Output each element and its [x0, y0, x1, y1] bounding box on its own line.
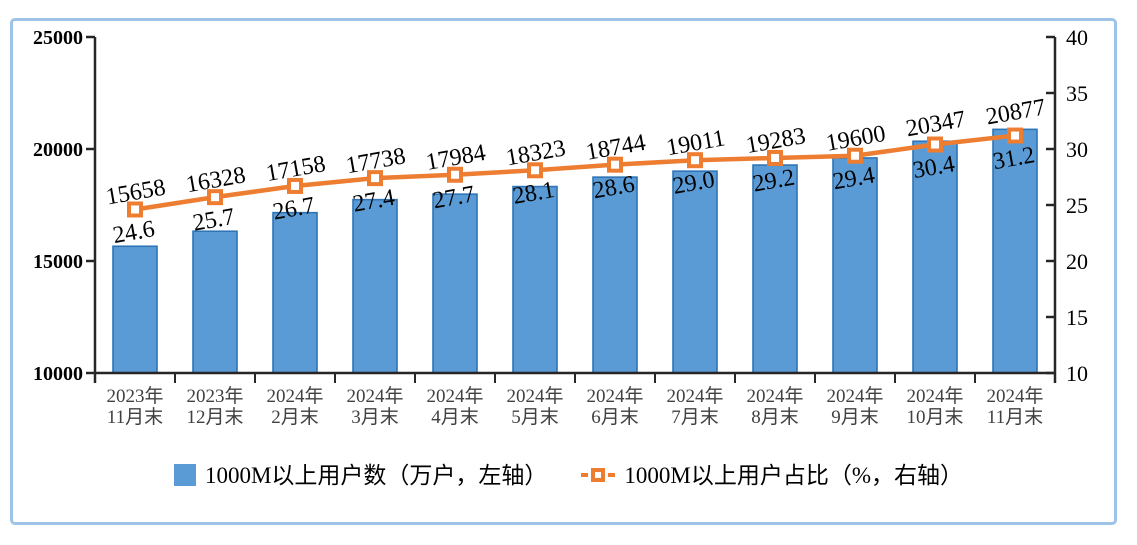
x-axis-category-label: 2024年 9月末	[826, 385, 883, 428]
bar	[672, 170, 718, 374]
bar-value-label: 18744	[584, 130, 648, 166]
x-axis-category-label: 2024年 2月末	[266, 385, 323, 428]
right-axis-tick-label: 30	[1066, 137, 1088, 162]
right-axis-tick-label: 10	[1066, 361, 1088, 386]
bar-series-legend-label: 1000M以上用户数（万户，左轴）	[204, 462, 548, 488]
right-axis-tick-label: 20	[1066, 249, 1088, 274]
legend-item-bar-series: 1000M以上用户数（万户，左轴）	[173, 462, 548, 488]
right-axis-tick-label: 40	[1066, 25, 1088, 50]
x-axis-category-label: 2024年 7月末	[666, 385, 723, 428]
bar	[912, 140, 958, 374]
x-axis-category-label: 2023年 11月末	[106, 385, 163, 428]
x-axis-category-label: 2023年 12月末	[186, 385, 243, 428]
right-axis-tick-label: 15	[1066, 305, 1088, 330]
bar	[272, 211, 318, 374]
right-axis-tick-label: 25	[1066, 193, 1088, 218]
square-marker-icon	[447, 166, 463, 183]
bar-series-swatch-icon	[173, 464, 196, 486]
square-marker-icon	[607, 156, 623, 173]
line-value-label: 24.6	[111, 216, 157, 249]
legend-dash-icon	[608, 473, 616, 477]
left-axis-tick-label: 25000	[33, 27, 83, 49]
bar	[512, 185, 558, 374]
square-marker-icon	[207, 189, 223, 206]
bar-value-label: 17738	[344, 143, 408, 179]
square-marker-icon	[927, 136, 943, 153]
square-marker-icon	[847, 147, 863, 164]
bar	[832, 157, 878, 374]
square-marker-icon	[767, 149, 783, 166]
x-axis-category-label: 2024年 5月末	[506, 385, 563, 428]
square-marker-icon	[687, 152, 703, 169]
bar	[192, 230, 238, 374]
right-axis-tick-label: 35	[1066, 81, 1088, 106]
x-axis-category-label: 2024年 6月末	[586, 385, 643, 428]
bar	[592, 176, 638, 374]
bar-value-label: 19283	[744, 123, 808, 159]
bar-value-label: 18323	[504, 135, 568, 171]
x-axis-category-label: 2024年 8月末	[746, 385, 803, 428]
x-axis-category-label: 2024年 10月末	[906, 385, 963, 428]
bar-value-label: 20347	[904, 106, 968, 142]
x-axis-category-label: 2024年 11月末	[986, 385, 1043, 428]
square-marker-icon	[127, 201, 143, 218]
bar-value-label: 19011	[664, 125, 727, 161]
square-marker-icon	[1007, 127, 1023, 144]
bar-value-label: 17984	[424, 140, 488, 176]
bar	[112, 245, 158, 374]
square-marker-icon	[527, 162, 543, 179]
left-axis-tick-label: 15000	[33, 251, 83, 273]
line-series-swatch-icon	[581, 468, 616, 482]
bar-value-label: 20877	[984, 94, 1048, 130]
bar	[752, 164, 798, 374]
square-marker-icon	[367, 170, 383, 187]
legend-item-line-series: 1000M以上用户占比（%，右轴）	[581, 464, 963, 487]
line-series-path	[134, 133, 1016, 212]
line-series-legend-label: 1000M以上用户占比（%，右轴）	[624, 462, 964, 488]
left-axis-tick-label: 10000	[33, 363, 83, 385]
legend-dash-icon	[581, 473, 589, 477]
square-marker-icon	[287, 177, 303, 194]
legend-square-marker-icon	[591, 468, 606, 482]
bar-series-group	[112, 128, 1038, 374]
left-axis-tick-label: 20000	[33, 139, 83, 161]
bar	[432, 193, 478, 374]
chart-legend: 1000M以上用户数（万户，左轴） 1000M以上用户占比（%，右轴）	[0, 458, 1137, 492]
x-axis-category-label: 2024年 3月末	[346, 385, 403, 428]
x-axis-category-label: 2024年 4月末	[426, 385, 483, 428]
line-marker-group	[127, 127, 1023, 218]
bar	[352, 198, 398, 374]
